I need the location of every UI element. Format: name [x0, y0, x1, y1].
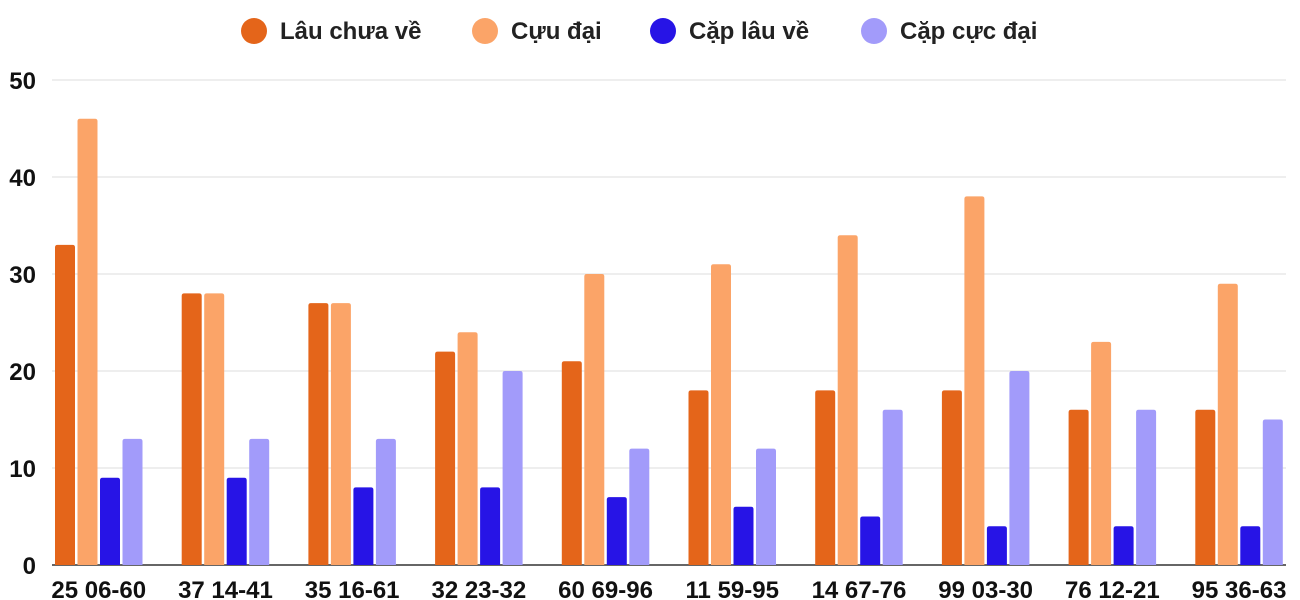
legend-swatch: [650, 18, 676, 44]
legend-swatch: [472, 18, 498, 44]
legend-item: Cựu đại: [472, 18, 602, 45]
bar: [606, 497, 627, 565]
bar-group: [55, 118, 143, 566]
bar-group: [181, 293, 270, 565]
x-tick-label: 99 03-30: [938, 577, 1033, 600]
legend-label: Cặp cực đại: [900, 18, 1037, 45]
bar: [480, 487, 501, 565]
bar: [1113, 526, 1134, 565]
bar: [711, 264, 731, 565]
bar: [1009, 371, 1030, 565]
bar: [815, 390, 836, 565]
x-tick-label: 60 69-96: [558, 577, 653, 600]
bar: [330, 303, 351, 565]
bar: [502, 371, 523, 565]
legend-item: Cặp lâu về: [650, 18, 809, 45]
x-tick-label: 35 16-61: [305, 577, 400, 600]
y-tick-label: 0: [23, 553, 36, 580]
bar-group: [941, 196, 1030, 565]
bar: [1068, 409, 1089, 565]
bar: [204, 293, 225, 565]
bar: [1240, 526, 1261, 565]
legend-swatch: [241, 18, 267, 44]
bar: [181, 293, 202, 565]
bar: [561, 361, 582, 565]
legend-label: Lâu chưa về: [280, 18, 421, 45]
legend-item: Cặp cực đại: [861, 18, 1037, 45]
bar: [733, 506, 754, 565]
bar: [457, 332, 478, 565]
bar: [1136, 409, 1157, 565]
legend-label: Cựu đại: [511, 18, 602, 45]
x-tick-label: 11 59-95: [686, 577, 779, 600]
bar: [55, 244, 75, 565]
bar: [1217, 283, 1238, 565]
bar: [584, 274, 605, 565]
x-tick-label: 95 36-63: [1192, 577, 1287, 600]
y-tick-label: 10: [9, 456, 36, 483]
bar: [353, 487, 374, 565]
bar: [122, 438, 143, 565]
y-tick-label: 40: [9, 165, 36, 192]
x-tick-label: 25 06-60: [51, 577, 146, 600]
bar: [688, 390, 709, 565]
bar-group: [435, 332, 523, 565]
bar: [882, 409, 903, 565]
bar-group: [1068, 341, 1157, 565]
chart-bars: [55, 118, 1283, 566]
legend-label: Cặp lâu về: [689, 18, 809, 45]
bar: [1091, 341, 1112, 565]
y-axis: 0 10 20 30 40 50: [9, 68, 36, 580]
x-tick-label: 14 67-76: [812, 577, 907, 600]
x-tick-label: 76 12-21: [1065, 577, 1160, 600]
bar: [435, 351, 456, 565]
bar: [308, 303, 329, 565]
x-tick-label: 32 23-32: [431, 577, 526, 600]
bar: [964, 196, 985, 565]
y-tick-label: 20: [9, 359, 36, 386]
bar: [77, 118, 98, 566]
bar: [986, 526, 1007, 565]
x-tick-label: 37 14-41: [178, 577, 273, 600]
legend-item: Lâu chưa về: [241, 18, 421, 45]
bar: [756, 448, 776, 565]
bar-group: [561, 274, 650, 565]
bar: [860, 516, 881, 565]
y-tick-label: 30: [9, 262, 36, 289]
legend-swatch: [861, 18, 887, 44]
bar: [1262, 419, 1283, 565]
bar: [629, 448, 650, 565]
bar-group: [815, 235, 903, 565]
bar: [249, 438, 270, 565]
bar: [100, 477, 120, 565]
bar: [375, 438, 396, 565]
bar: [837, 235, 858, 565]
bar-group: [1195, 283, 1283, 565]
chart-legend: Lâu chưa về Cựu đại Cặp lâu về Cặp cực đại: [241, 18, 1037, 45]
bar: [1195, 409, 1216, 565]
bar: [941, 390, 962, 565]
bar-group: [688, 264, 776, 565]
bar-group: [308, 303, 396, 565]
y-tick-label: 50: [9, 68, 36, 95]
bar: [226, 477, 247, 565]
x-axis: 25 06-60 37 14-41 35 16-61 32 23-32 60 69-96…: [51, 577, 1286, 600]
